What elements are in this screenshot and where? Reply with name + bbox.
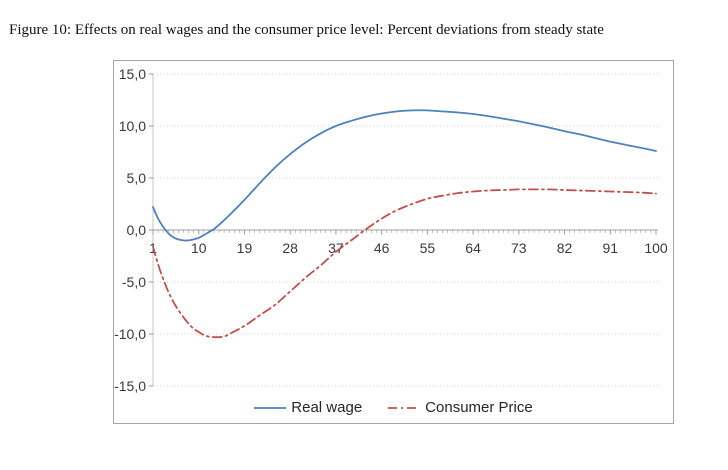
x-tick-label: 46 [374,240,390,256]
real-wage-curve [152,109,657,242]
x-tick-label: 10 [191,240,207,256]
legend-item-consumer-price: Consumer Price [388,399,533,416]
x-tick-label: 55 [420,240,436,256]
x-tick-label: 82 [557,240,573,256]
x-tick-label: 73 [511,240,527,256]
legend: Real wage Consumer Price [114,399,673,416]
y-tick-label: -15,0 [114,378,146,394]
x-tick-label: 19 [237,240,253,256]
consumer-price-curve [152,188,657,339]
legend-item-real-wage: Real wage [254,399,362,416]
consumer-price-line-sample [388,406,421,409]
x-tick-label: 91 [602,240,618,256]
x-tick-label: 37 [328,240,344,256]
legend-label-real-wage: Real wage [291,399,363,416]
y-tick-label: -5,0 [122,274,146,290]
y-tick-label: -10,0 [114,326,146,342]
legend-label-consumer-price: Consumer Price [425,399,533,416]
plot-svg: 1 10 19 28 37 46 55 64 73 82 91 10015,010,05,00,0-5… [114,66,668,394]
y-tick-label: 0,0 [127,222,147,238]
y-tick-label: 10,0 [119,118,146,134]
real-wage-line-sample [254,406,287,409]
x-tick-label: 28 [282,240,298,256]
y-tick-label: 5,0 [127,170,147,186]
x-tick-label: 100 [644,240,668,256]
chart-area: 1 10 19 28 37 46 55 64 73 82 91 100 15,0 10,0 5,0 0,0 -5… [113,60,674,424]
x-tick-label: 64 [465,240,481,256]
figure-caption: Figure 10: Effects on real wages and the… [9,22,604,38]
y-tick-label: 15,0 [119,66,146,82]
